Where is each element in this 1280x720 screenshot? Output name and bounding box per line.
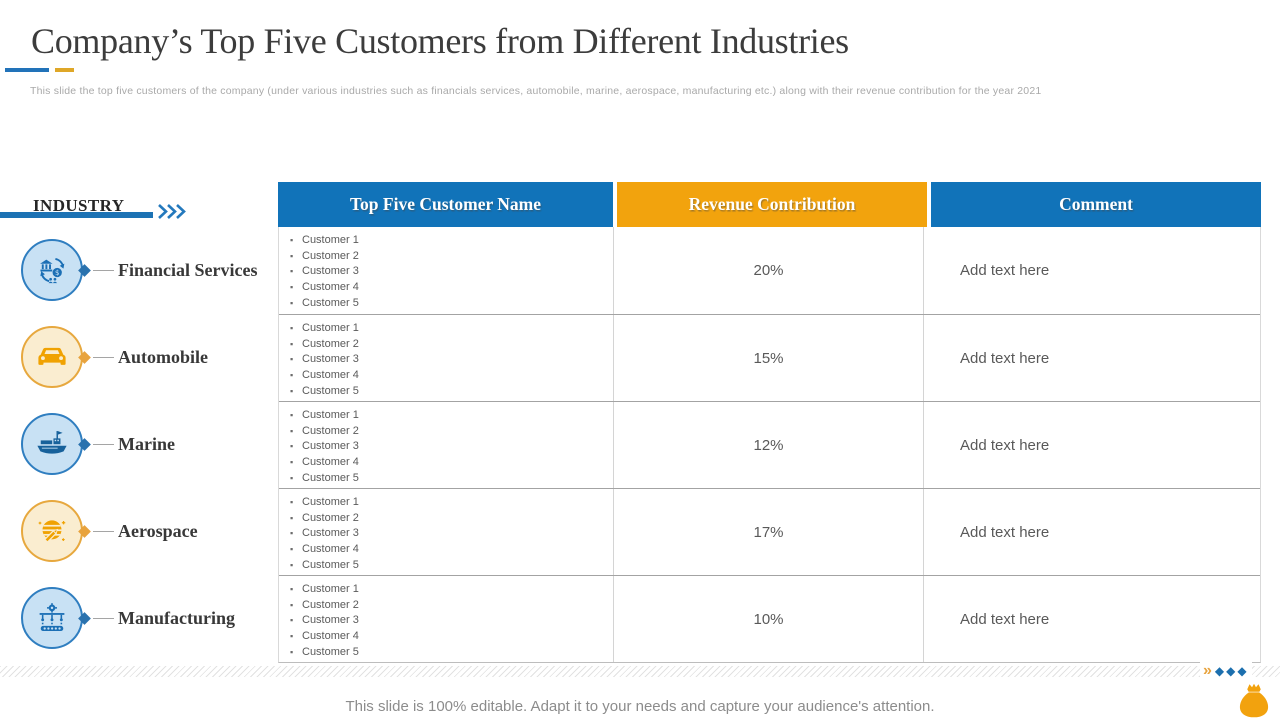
customer-item: Customer 3 [287,526,613,542]
comment-placeholder[interactable]: Add text here [960,262,1050,279]
industry-item-financial-services: $ Financial Services [0,239,290,301]
customer-item: Customer 1 [287,321,613,337]
col-header-label: Comment [1059,194,1133,214]
bank-exchange-icon: $ [21,239,83,301]
connector-line [93,443,114,445]
revenue-value: 20% [753,262,784,279]
connector-line [93,530,114,532]
revenue-value: 17% [753,523,784,541]
table-row-aerospace: Customer 1 Customer 2 Customer 3 Custome… [279,488,1260,575]
table-body: Customer 1 Customer 2 Customer 3 Custome… [278,227,1261,663]
robotic-assembly-icon [21,587,83,649]
globe-rocket-icon [21,500,83,562]
double-chevron-icon: » [1203,662,1212,679]
svg-text:$: $ [55,268,59,277]
comment-cell[interactable]: Add text here [924,315,1260,401]
revenue-cell: 20% [614,227,924,314]
diamond-icons: ◆◆◆ [1214,664,1249,678]
comment-placeholder[interactable]: Add text here [960,349,1050,367]
comment-cell[interactable]: Add text here [924,402,1260,488]
industry-item-automobile: Automobile [0,326,290,388]
customer-list-cell: Customer 1 Customer 2 Customer 3 Custome… [279,402,614,488]
customer-list-cell: Customer 1 Customer 2 Customer 3 Custome… [279,576,614,662]
customer-item: Customer 3 [287,264,613,280]
customer-item: Customer 4 [287,280,613,296]
customer-item: Customer 1 [287,233,613,249]
customer-item: Customer 3 [287,352,613,368]
connector-line [93,269,114,271]
industry-label: Automobile [118,346,208,367]
title-accent-blue [5,68,49,72]
customer-item: Customer 1 [287,495,613,511]
col-header-comment: Comment [931,182,1261,227]
customer-item: Customer 2 [287,337,613,353]
revenue-value: 12% [753,436,784,454]
revenue-cell: 15% [614,315,924,401]
footer-divider [0,666,1280,677]
footer-ornament: » ◆◆◆ [1200,662,1252,680]
customer-list-cell: Customer 1 Customer 2 Customer 3 Custome… [279,315,614,401]
comment-placeholder[interactable]: Add text here [960,523,1050,541]
car-icon [21,326,83,388]
industry-label: Manufacturing [118,607,235,628]
customer-item: Customer 2 [287,249,613,265]
customer-item: Customer 5 [287,645,613,661]
customer-item: Customer 5 [287,471,613,487]
customer-list-cell: Customer 1 Customer 2 Customer 3 Custome… [279,227,614,314]
table-row-marine: Customer 1 Customer 2 Customer 3 Custome… [279,401,1260,488]
customer-item: Customer 2 [287,598,613,614]
comment-placeholder[interactable]: Add text here [960,610,1050,628]
customer-item: Customer 4 [287,629,613,645]
customer-item: Customer 4 [287,542,613,558]
col-header-customer-name: Top Five Customer Name [278,182,613,227]
page-title: Company’s Top Five Customers from Differ… [31,21,849,61]
table-row-manufacturing: Customer 1 Customer 2 Customer 3 Custome… [279,575,1260,662]
customer-item: Customer 5 [287,558,613,574]
comment-cell[interactable]: Add text here [924,227,1260,314]
connector-line [93,356,114,358]
customer-item: Customer 5 [287,384,613,400]
footer-note: This slide is 100% editable. Adapt it to… [345,698,935,715]
industry-label: Aerospace [118,520,198,541]
connector-line [93,617,114,619]
col-header-label: Revenue Contribution [688,194,856,214]
industry-item-manufacturing: Manufacturing [0,587,290,649]
revenue-cell: 12% [614,402,924,488]
revenue-cell: 10% [614,576,924,662]
table-row-financial-services: Customer 1 Customer 2 Customer 3 Custome… [279,227,1260,314]
industry-item-aerospace: Aerospace [0,500,290,562]
triple-chevron-icon [157,203,187,225]
industry-label: Financial Services [118,259,258,280]
customer-item: Customer 2 [287,511,613,527]
comment-cell[interactable]: Add text here [924,576,1260,662]
money-bag-icon [1236,681,1272,720]
customer-item: Customer 4 [287,455,613,471]
customer-item: Customer 3 [287,613,613,629]
customers-table: Top Five Customer Name Revenue Contribut… [278,182,1261,663]
comment-placeholder[interactable]: Add text here [960,436,1050,454]
revenue-value: 15% [753,349,784,367]
customer-item: Customer 4 [287,368,613,384]
industry-item-marine: Marine [0,413,290,475]
title-accent-orange [55,68,74,72]
customer-item: Customer 3 [287,439,613,455]
revenue-value: 10% [753,610,784,628]
customer-item: Customer 5 [287,296,613,312]
slide-subtitle: This slide the top five customers of the… [30,85,1042,97]
industry-label: Marine [118,433,175,454]
customer-item: Customer 1 [287,408,613,424]
revenue-cell: 17% [614,489,924,575]
col-header-label: Top Five Customer Name [349,194,542,214]
industry-underline [0,212,153,218]
customer-list-cell: Customer 1 Customer 2 Customer 3 Custome… [279,489,614,575]
comment-cell[interactable]: Add text here [924,489,1260,575]
col-header-revenue-contribution: Revenue Contribution [617,182,927,227]
table-header-row: Top Five Customer Name Revenue Contribut… [278,182,1261,227]
industry-heading: INDUSTRY [33,196,125,215]
table-row-automobile: Customer 1 Customer 2 Customer 3 Custome… [279,314,1260,401]
customer-item: Customer 1 [287,582,613,598]
customer-item: Customer 2 [287,424,613,440]
ship-icon [21,413,83,475]
